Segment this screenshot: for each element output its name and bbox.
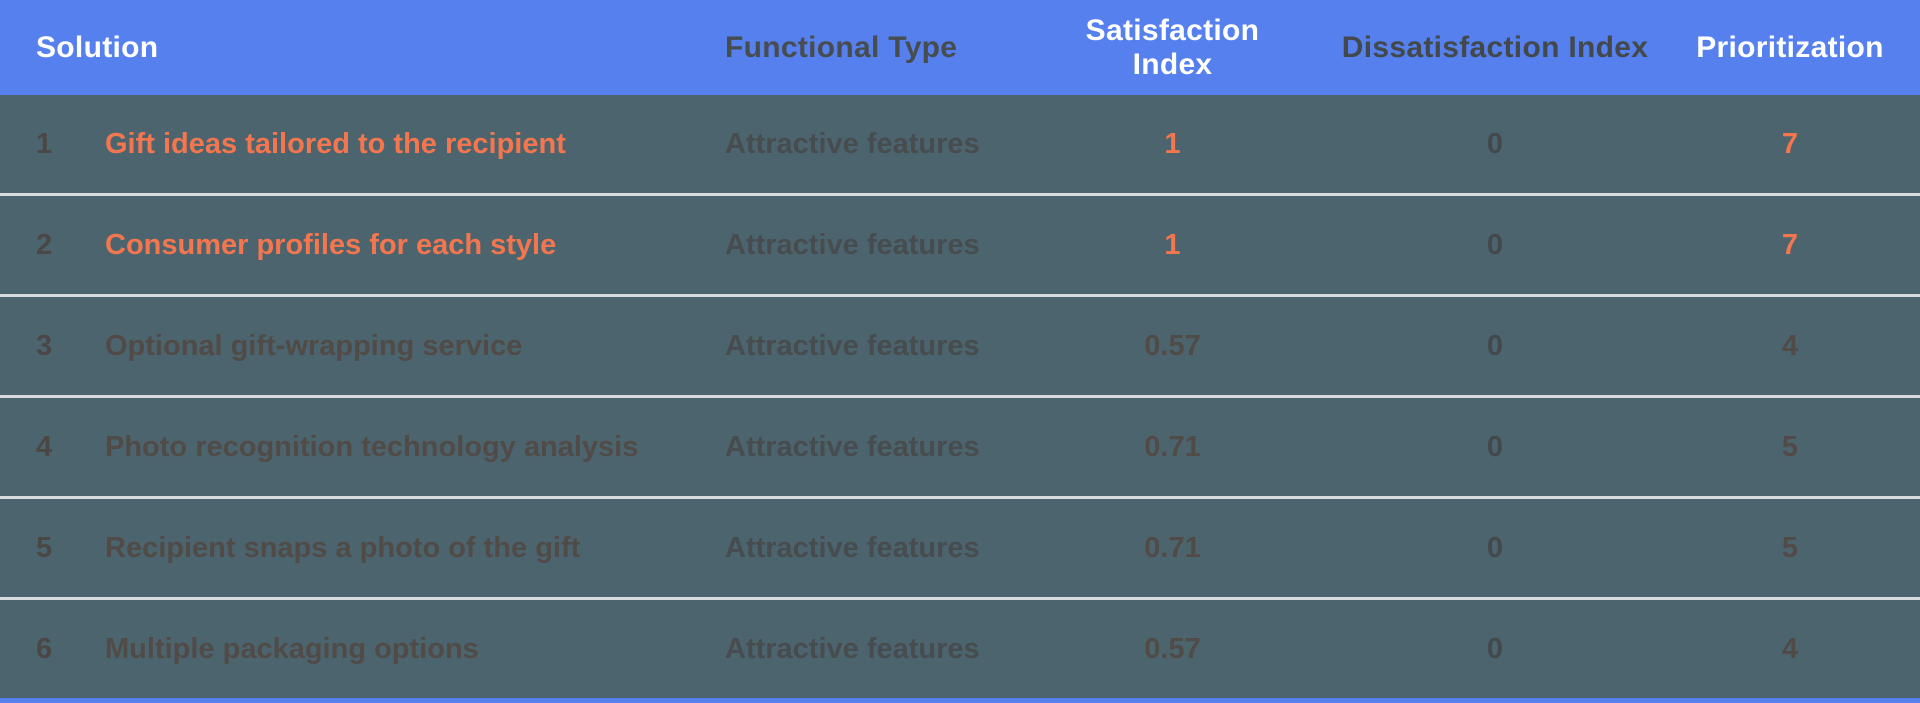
solution-name-cell: Optional gift-wrapping service: [105, 329, 523, 362]
row-number-cell: 5: [36, 531, 53, 564]
column-header-solution: Solution: [36, 30, 159, 64]
dissatisfaction-index-cell: 0: [1486, 228, 1504, 261]
dissatisfaction-index-cell: 0: [1486, 632, 1504, 665]
dissatisfaction-index-cell: 0: [1486, 127, 1504, 160]
prioritization-cell: 5: [1781, 430, 1799, 463]
table-body: 1 Gift ideas tailored to the recipient A…: [0, 95, 1920, 698]
table-row[interactable]: 6 Multiple packaging options Attractive …: [0, 597, 1920, 698]
dissatisfaction-index-cell: 0: [1486, 430, 1504, 463]
table-header-row: Solution Functional Type Satisfaction In…: [0, 0, 1920, 95]
row-number-cell: 4: [36, 430, 53, 463]
satisfaction-index-cell: 0.71: [1144, 531, 1201, 564]
functional-type-cell: Attractive features: [725, 127, 980, 160]
satisfaction-index-cell: 1: [1164, 228, 1181, 261]
column-header-satisfaction: Satisfaction Index: [1085, 13, 1260, 81]
functional-type-cell: Attractive features: [725, 329, 980, 362]
prioritization-cell: 4: [1781, 632, 1799, 665]
table-row[interactable]: 3 Optional gift-wrapping service Attract…: [0, 294, 1920, 395]
prioritization-cell: 7: [1781, 228, 1799, 261]
dissatisfaction-index-cell: 0: [1486, 329, 1504, 362]
functional-type-cell: Attractive features: [725, 228, 980, 261]
prioritization-cell: 4: [1781, 329, 1799, 362]
solution-name-cell: Multiple packaging options: [105, 632, 479, 665]
solution-name-cell: Gift ideas tailored to the recipient: [105, 127, 566, 160]
table-row[interactable]: 2 Consumer profiles for each style Attra…: [0, 193, 1920, 294]
satisfaction-index-cell: 1: [1164, 127, 1181, 160]
solution-name-cell: Recipient snaps a photo of the gift: [105, 531, 581, 564]
solution-name-cell: Photo recognition technology analysis: [105, 430, 639, 463]
prioritization-cell: 5: [1781, 531, 1799, 564]
row-number-cell: 2: [36, 228, 53, 261]
row-number-cell: 1: [36, 127, 53, 160]
prioritization-cell: 7: [1781, 127, 1799, 160]
column-header-prioritization: Prioritization: [1696, 30, 1884, 64]
bottom-accent-strip: [0, 698, 1920, 703]
table-row[interactable]: 4 Photo recognition technology analysis …: [0, 395, 1920, 496]
satisfaction-index-cell: 0.57: [1144, 632, 1201, 665]
functional-type-cell: Attractive features: [725, 632, 980, 665]
satisfaction-index-cell: 0.71: [1144, 430, 1201, 463]
functional-type-cell: Attractive features: [725, 531, 980, 564]
functional-type-cell: Attractive features: [725, 430, 980, 463]
dissatisfaction-index-cell: 0: [1486, 531, 1504, 564]
table-row[interactable]: 5 Recipient snaps a photo of the gift At…: [0, 496, 1920, 597]
table-row[interactable]: 1 Gift ideas tailored to the recipient A…: [0, 95, 1920, 193]
satisfaction-index-cell: 0.57: [1144, 329, 1201, 362]
row-number-cell: 3: [36, 329, 53, 362]
column-header-functional-type: Functional Type: [725, 30, 958, 64]
column-header-dissatisfaction: Dissatisfaction Index: [1341, 30, 1649, 64]
row-number-cell: 6: [36, 632, 53, 665]
solution-name-cell: Consumer profiles for each style: [105, 228, 557, 261]
